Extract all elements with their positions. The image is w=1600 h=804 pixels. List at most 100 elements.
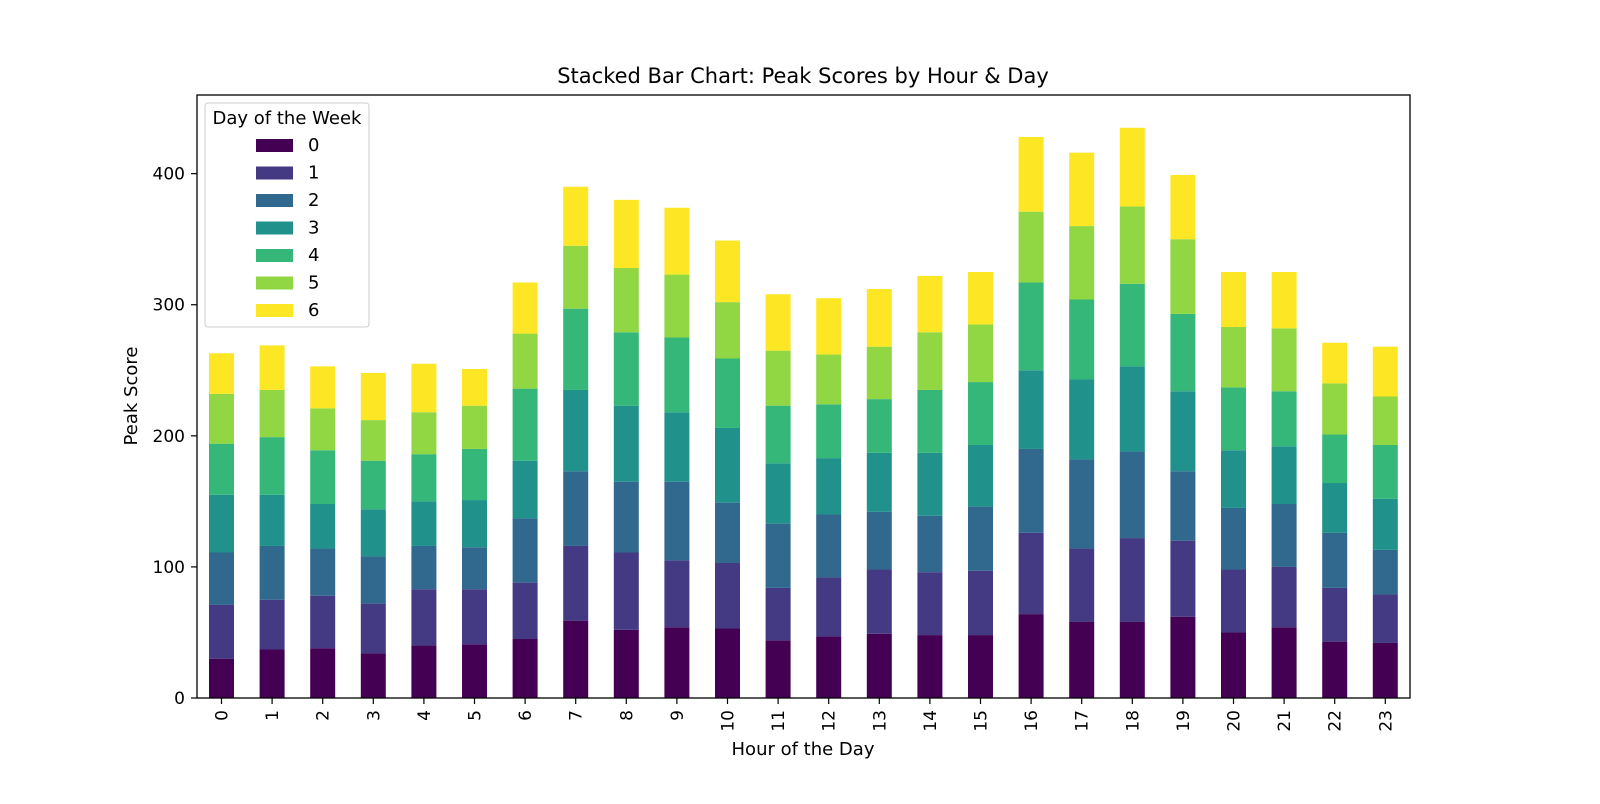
- bar-hour-18-day-2: [1119, 451, 1145, 539]
- bar-hour-23-day-1: [1372, 594, 1398, 643]
- bar-hour-10-day-2: [715, 502, 740, 563]
- bar-hour-6-day-5: [512, 333, 538, 389]
- bar-hour-12-day-0: [816, 636, 842, 698]
- bar-hour-3-day-6: [360, 372, 386, 421]
- bar-hour-15-day-3: [968, 445, 993, 507]
- bar-hour-9-day-6: [664, 207, 690, 275]
- bar-hour-4-day-0: [411, 645, 437, 698]
- bar-hour-10-day-5: [715, 302, 740, 359]
- bar-hour-20-day-5: [1221, 327, 1246, 388]
- bar-hour-5-day-2: [462, 547, 487, 590]
- bar-hour-19-day-0: [1170, 616, 1196, 698]
- bar-hour-19-day-3: [1170, 391, 1196, 472]
- bar-hour-23-day-0: [1372, 642, 1398, 698]
- bar-hour-1-day-0: [259, 649, 285, 698]
- bar-hour-11-day-2: [765, 523, 791, 588]
- x-axis-label: Hour of the Day: [732, 739, 875, 760]
- bar-hour-7-day-1: [563, 545, 589, 621]
- bar-hour-3-day-5: [360, 420, 386, 461]
- bar-hour-8-day-6: [613, 199, 639, 269]
- x-tick-label: 6: [516, 710, 536, 721]
- bar-hour-13-day-3: [866, 452, 892, 512]
- x-tick-label: 9: [668, 710, 688, 721]
- bar-hour-21-day-5: [1271, 328, 1297, 392]
- bar-hour-21-day-1: [1271, 566, 1297, 628]
- bar-hour-6-day-2: [512, 518, 538, 583]
- bar-hour-6-day-0: [512, 639, 538, 698]
- bar-hour-12-day-6: [816, 298, 842, 355]
- bar-hour-21-day-2: [1271, 503, 1297, 567]
- bar-hour-20-day-0: [1221, 632, 1246, 698]
- bar-hour-7-day-2: [563, 471, 589, 546]
- bar-hour-5-day-5: [462, 405, 487, 449]
- x-tick-label: 8: [617, 710, 637, 721]
- bar-hour-12-day-1: [816, 577, 842, 637]
- y-tick-label: 400: [153, 165, 185, 185]
- bar-hour-14-day-1: [917, 572, 943, 636]
- bar-hour-0-day-6: [209, 353, 234, 394]
- y-tick-label: 0: [174, 689, 185, 709]
- legend-swatch-3: [256, 221, 293, 235]
- bar-hour-3-day-2: [360, 556, 386, 604]
- bar-hour-18-day-5: [1119, 206, 1145, 284]
- bar-hour-7-day-4: [563, 308, 589, 390]
- bar-hour-1-day-3: [259, 494, 285, 546]
- y-tick-label: 300: [153, 296, 185, 316]
- y-axis: 0 100 200 300 400: [153, 165, 197, 709]
- bar-hour-17-day-2: [1069, 459, 1095, 549]
- bar-hour-8-day-2: [613, 481, 639, 553]
- bar-hour-7-day-5: [563, 245, 589, 309]
- bar-hour-0-day-3: [209, 494, 234, 553]
- bar-hour-0-day-2: [209, 552, 234, 605]
- bar-hour-1-day-4: [259, 437, 285, 495]
- bar-hour-14-day-2: [917, 515, 943, 573]
- bar-hour-0-day-5: [209, 393, 234, 444]
- legend-label-0: 0: [308, 135, 319, 156]
- bar-hour-11-day-5: [765, 350, 791, 406]
- bar-hour-14-day-6: [917, 275, 943, 333]
- bar-hour-6-day-3: [512, 460, 538, 519]
- x-tick-label: 1: [263, 710, 283, 721]
- bar-hour-6-day-4: [512, 388, 538, 461]
- bar-hour-12-day-5: [816, 354, 842, 405]
- bar-hour-18-day-0: [1119, 621, 1145, 698]
- y-tick-label: 100: [153, 558, 185, 578]
- bar-hour-5-day-3: [462, 500, 487, 548]
- legend-label-1: 1: [308, 163, 319, 184]
- bar-hour-19-day-5: [1170, 239, 1196, 314]
- bar-hour-2-day-5: [310, 408, 336, 451]
- bar-hour-22-day-2: [1322, 532, 1348, 588]
- bar-hour-2-day-0: [310, 648, 336, 698]
- bar-hour-2-day-4: [310, 450, 336, 504]
- bar-hour-10-day-0: [715, 628, 740, 698]
- bar-hour-20-day-1: [1221, 569, 1246, 633]
- x-tick-label: 12: [820, 710, 840, 732]
- bar-hour-2-day-1: [310, 595, 336, 649]
- x-tick-label: 0: [213, 710, 233, 721]
- bar-hour-15-day-6: [968, 271, 993, 325]
- bar-hour-13-day-0: [866, 633, 892, 698]
- bar-hour-21-day-6: [1271, 271, 1297, 329]
- bar-hour-18-day-6: [1119, 127, 1145, 207]
- bar-hour-17-day-5: [1069, 226, 1095, 300]
- bar-hour-14-day-3: [917, 452, 943, 516]
- x-tick-label: 21: [1275, 710, 1295, 732]
- bar-hour-22-day-0: [1322, 641, 1348, 698]
- bar-hour-3-day-4: [360, 460, 386, 510]
- legend-swatch-5: [256, 276, 293, 290]
- bar-hour-20-day-6: [1221, 271, 1246, 328]
- bar-hour-5-day-6: [462, 368, 487, 406]
- bar-hour-23-day-5: [1372, 396, 1398, 446]
- legend-label-3: 3: [308, 218, 319, 239]
- bar-hour-13-day-4: [866, 399, 892, 453]
- bar-hour-10-day-4: [715, 358, 740, 428]
- bar-hour-12-day-4: [816, 404, 842, 459]
- plot-frame: [196, 94, 1411, 699]
- x-tick-label: 3: [364, 710, 384, 721]
- bar-hour-17-day-4: [1069, 299, 1095, 380]
- bar-hour-13-day-2: [866, 511, 892, 570]
- bar-hour-22-day-6: [1322, 342, 1348, 384]
- bar-hour-4-day-6: [411, 363, 437, 413]
- bar-hour-23-day-4: [1372, 445, 1398, 499]
- bar-hour-8-day-3: [613, 405, 639, 482]
